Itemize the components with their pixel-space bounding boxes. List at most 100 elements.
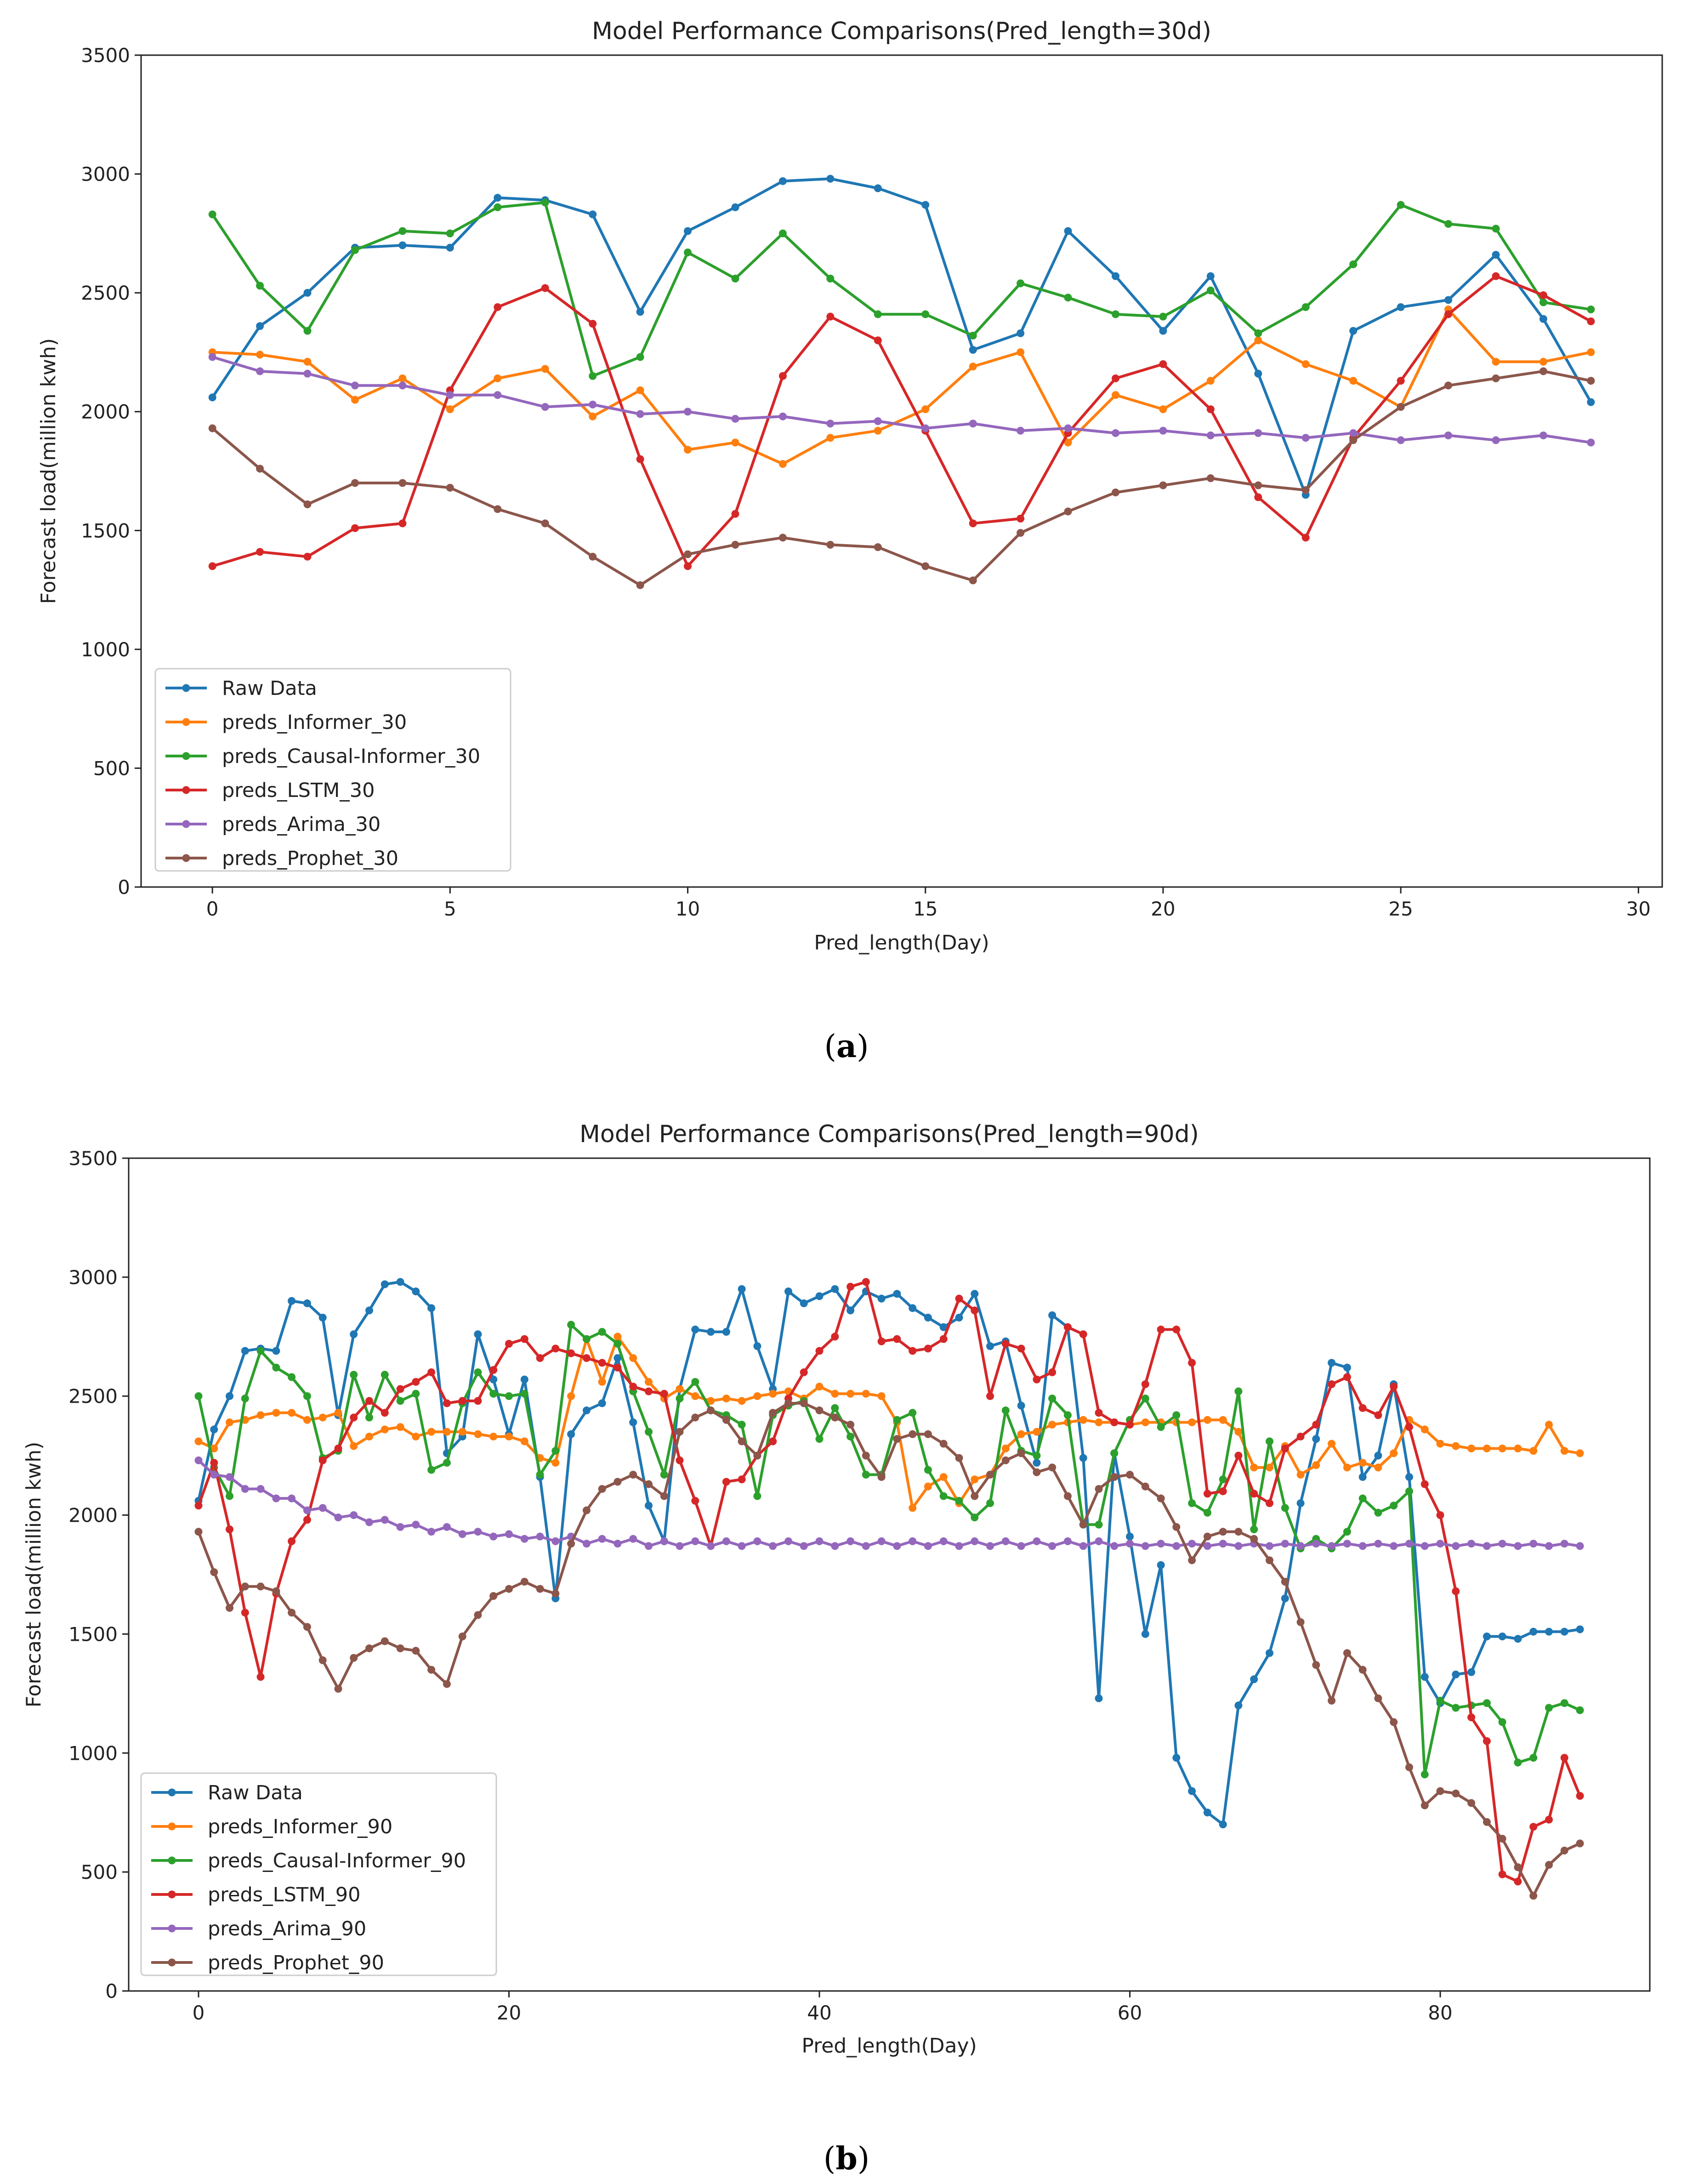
data-point xyxy=(303,370,312,378)
data-point xyxy=(1349,436,1358,444)
data-point xyxy=(1112,429,1119,437)
data-point xyxy=(365,1433,373,1441)
chart-title: Model Performance Comparisons(Pred_lengt… xyxy=(579,1120,1199,1148)
x-tick-label: 80 xyxy=(1428,2002,1452,2024)
data-point xyxy=(971,1492,979,1500)
data-point xyxy=(474,1330,482,1338)
data-point xyxy=(210,1568,218,1576)
x-tick-label: 0 xyxy=(206,898,219,920)
legend-label: preds_Arima_90 xyxy=(208,1917,366,1940)
data-point xyxy=(1343,1463,1351,1472)
data-point xyxy=(1126,1540,1134,1548)
data-point xyxy=(909,1409,917,1417)
data-point xyxy=(351,479,359,487)
data-point xyxy=(1141,1418,1149,1427)
data-point xyxy=(567,1320,575,1329)
data-point xyxy=(1001,1537,1010,1545)
data-point xyxy=(1110,1542,1119,1550)
data-point xyxy=(494,374,502,382)
data-point xyxy=(350,1654,358,1662)
data-point xyxy=(1017,279,1025,287)
data-point xyxy=(567,1392,575,1400)
data-point xyxy=(396,1278,404,1286)
data-point xyxy=(381,1637,389,1645)
data-point xyxy=(1328,1696,1336,1705)
data-point xyxy=(1374,1540,1382,1548)
data-point xyxy=(676,1456,684,1464)
legend-label: preds_Prophet_30 xyxy=(222,847,398,870)
data-point xyxy=(288,1494,296,1502)
series-preds-arima-90 xyxy=(194,1456,1584,1550)
data-point xyxy=(1064,227,1072,235)
data-point xyxy=(396,1423,404,1431)
data-point xyxy=(303,289,312,297)
data-point xyxy=(489,1376,498,1383)
data-point xyxy=(1254,481,1262,489)
data-point xyxy=(210,1459,218,1467)
data-point xyxy=(1312,1435,1320,1443)
data-point xyxy=(971,1513,979,1522)
data-point xyxy=(1514,1542,1522,1550)
data-point xyxy=(1048,1421,1057,1429)
data-point xyxy=(778,412,787,421)
data-point xyxy=(1254,329,1262,337)
data-point xyxy=(924,1430,932,1438)
data-point xyxy=(1444,381,1452,390)
legend-marker xyxy=(182,820,190,828)
data-point xyxy=(1358,1494,1367,1502)
legend: Raw Data preds_Informer_90 preds_Causal-In… xyxy=(140,1772,497,1976)
data-point xyxy=(722,1328,730,1336)
data-point xyxy=(846,1390,855,1398)
data-point xyxy=(1444,310,1452,318)
data-point xyxy=(769,1390,777,1398)
data-point xyxy=(1064,507,1072,516)
data-point xyxy=(1112,272,1119,280)
data-point xyxy=(1250,1535,1258,1543)
data-point xyxy=(334,1409,342,1417)
data-point xyxy=(1483,1818,1491,1826)
series-preds-informer-90 xyxy=(194,1332,1584,1512)
data-point xyxy=(1159,427,1167,435)
data-point xyxy=(874,427,882,435)
data-point xyxy=(194,1437,203,1445)
data-point xyxy=(1587,348,1595,356)
data-point xyxy=(862,1471,870,1479)
data-point xyxy=(636,308,644,316)
data-point xyxy=(288,1609,296,1617)
data-point xyxy=(303,358,312,366)
data-point xyxy=(582,1506,591,1514)
data-point xyxy=(1250,1490,1258,1498)
data-point xyxy=(753,1537,761,1545)
data-point xyxy=(1539,298,1547,307)
data-point xyxy=(800,1368,808,1376)
data-point xyxy=(1296,1433,1305,1441)
data-point xyxy=(474,1397,482,1405)
data-point xyxy=(874,184,882,193)
x-tick-label: 30 xyxy=(1626,898,1651,920)
data-point xyxy=(396,1397,404,1405)
data-point xyxy=(427,1466,436,1474)
data-point xyxy=(645,1480,653,1488)
data-point xyxy=(924,1542,932,1550)
data-point xyxy=(1079,1454,1087,1462)
data-point xyxy=(1498,1718,1506,1726)
data-point xyxy=(1545,1861,1553,1869)
data-point xyxy=(636,581,644,589)
data-point xyxy=(1296,1499,1305,1507)
data-point xyxy=(398,519,407,528)
data-point xyxy=(893,1335,901,1343)
data-point xyxy=(1001,1406,1010,1415)
data-point xyxy=(1483,1699,1491,1707)
data-point xyxy=(1033,1451,1041,1460)
data-point xyxy=(226,1525,233,1534)
data-point xyxy=(489,1592,498,1600)
data-point xyxy=(629,1354,637,1362)
series-preds-causal-informer-30 xyxy=(208,199,1595,380)
data-point xyxy=(398,227,407,235)
data-point xyxy=(1234,1428,1243,1436)
data-point xyxy=(969,519,977,528)
data-point xyxy=(778,229,787,238)
legend-marker xyxy=(168,1788,176,1797)
data-point xyxy=(1234,1528,1243,1536)
